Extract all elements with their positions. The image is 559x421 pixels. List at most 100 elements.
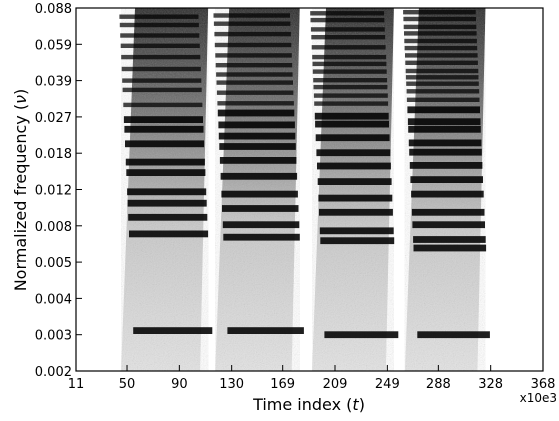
y-tick-label-1: 0.003 [35,329,72,344]
segment-2-line-12 [216,90,294,95]
segment-1-line-12 [122,78,202,83]
x-axis: 11 50 90 130 169 209 249 288 328 368 [68,365,556,392]
x-tick-label-0: 11 [68,377,85,392]
segment-4 [403,8,490,371]
segment-2-line-14 [216,72,293,77]
segment-2-line-11 [217,101,294,106]
segment-3-line-18 [311,45,386,50]
segment-2-line-4 [221,190,298,198]
segment-4-line-24 [403,16,476,22]
segment-1-line-10 [123,102,203,108]
y-tick-label-5: 0.012 [35,184,72,199]
segment-3-line-4 [318,194,393,202]
segment-2-line-8 [218,132,296,140]
segment-1-line-14 [121,54,201,60]
segment-3 [310,8,399,371]
segment-1-line-6 [125,158,205,166]
segment-2-line-19 [213,21,291,26]
segment-2-line-7 [219,143,296,150]
segment-1-line-17 [119,22,199,28]
segment-3-line-17 [312,54,387,60]
segment-1-line-18 [119,14,199,19]
segment-2-line-18 [214,31,291,37]
x-tick-label-4: 169 [270,377,295,392]
segment-4-line-22 [404,31,477,36]
segment-4-line-20 [404,45,478,51]
x-tick-label-5: 209 [323,377,348,392]
segment-3-line-0 [324,331,399,339]
segment-4-line-5 [411,190,484,198]
y-tick-label-0: 0.002 [35,365,72,380]
x-axis-label: Time index (t) [252,395,365,414]
segment-3-line-5 [317,178,392,185]
segment-3-line-8 [315,134,390,142]
segment-3-line-3 [319,208,393,216]
segment-3-line-6 [317,162,391,170]
plot-area [119,8,490,371]
segment-2-line-13 [216,80,293,85]
segment-4-line-2 [413,236,486,243]
segment-1-line-15 [120,43,200,48]
segment-2 [213,8,304,371]
segment-3-line-2 [319,227,394,235]
y-tick-label-2: 0.004 [35,292,72,307]
segment-4-line-6 [410,176,483,183]
segment-2-line-3 [222,205,299,212]
segment-2-line-10 [217,109,295,117]
x-tick-label-7: 288 [426,377,451,392]
segment-4-line-3 [412,221,485,229]
y-tick-label-3: 0.005 [35,256,72,271]
segment-3-texture [312,8,394,371]
segment-4-line-23 [403,24,477,30]
segment-3-line-16 [312,61,387,67]
y-axis: 0.002 0.003 0.004 0.005 0.008 0.012 0.018 0.027… [35,2,82,380]
segment-2-line-15 [215,63,293,68]
segment-2-line-1 [223,233,300,241]
segment-4-line-18 [405,60,478,65]
x-tick-label-3: 130 [219,377,244,392]
segment-2-line-6 [219,157,297,164]
segment-3-line-1 [320,237,395,245]
segment-2-line-0 [227,327,304,334]
x-tick-label-8: 328 [478,377,503,392]
segment-3-line-15 [312,69,387,74]
segment-1-line-8 [124,125,204,133]
x-tick-label-1: 50 [119,377,136,392]
segment-4-line-21 [404,38,477,44]
x-axis-multiplier: x10e3 [520,391,557,405]
segment-1-line-0 [133,327,213,334]
segment-4-line-12 [407,106,480,114]
segment-4-line-4 [411,208,485,216]
segment-4-line-14 [406,89,480,94]
segment-3-line-12 [313,93,388,98]
segment-2-line-9 [218,121,295,129]
segment-3-line-19 [311,35,386,40]
segment-4-line-0 [417,331,490,339]
segment-4-line-1 [413,244,487,252]
segment-3-line-11 [314,101,389,106]
segment-2-line-5 [220,172,298,180]
segment-3-line-7 [316,149,391,157]
segment-4-line-13 [406,97,480,102]
x-tick-label-2: 90 [171,377,188,392]
segment-3-line-14 [313,78,388,83]
segment-2-line-16 [215,53,292,58]
x-tick-label-9: 368 [531,377,556,392]
y-tick-label-7: 0.027 [35,111,72,126]
segment-2-line-2 [222,221,300,229]
segment-1-line-4 [127,188,207,196]
segment-4-line-15 [406,81,479,86]
y-tick-label-4: 0.008 [35,220,72,235]
segment-4-line-9 [408,139,482,147]
segment-1-line-13 [121,66,201,72]
segment-4-line-19 [405,53,478,58]
y-tick-label-9: 0.059 [35,38,72,53]
y-tick-label-6: 0.018 [35,147,72,162]
segment-1-line-5 [126,169,206,176]
segment-1 [119,8,213,371]
x-tick-label-6: 249 [375,377,400,392]
segment-2-line-17 [214,42,292,48]
segment-2-texture [215,8,300,371]
segment-4-line-10 [408,125,481,133]
y-tick-label-8: 0.039 [35,75,72,90]
